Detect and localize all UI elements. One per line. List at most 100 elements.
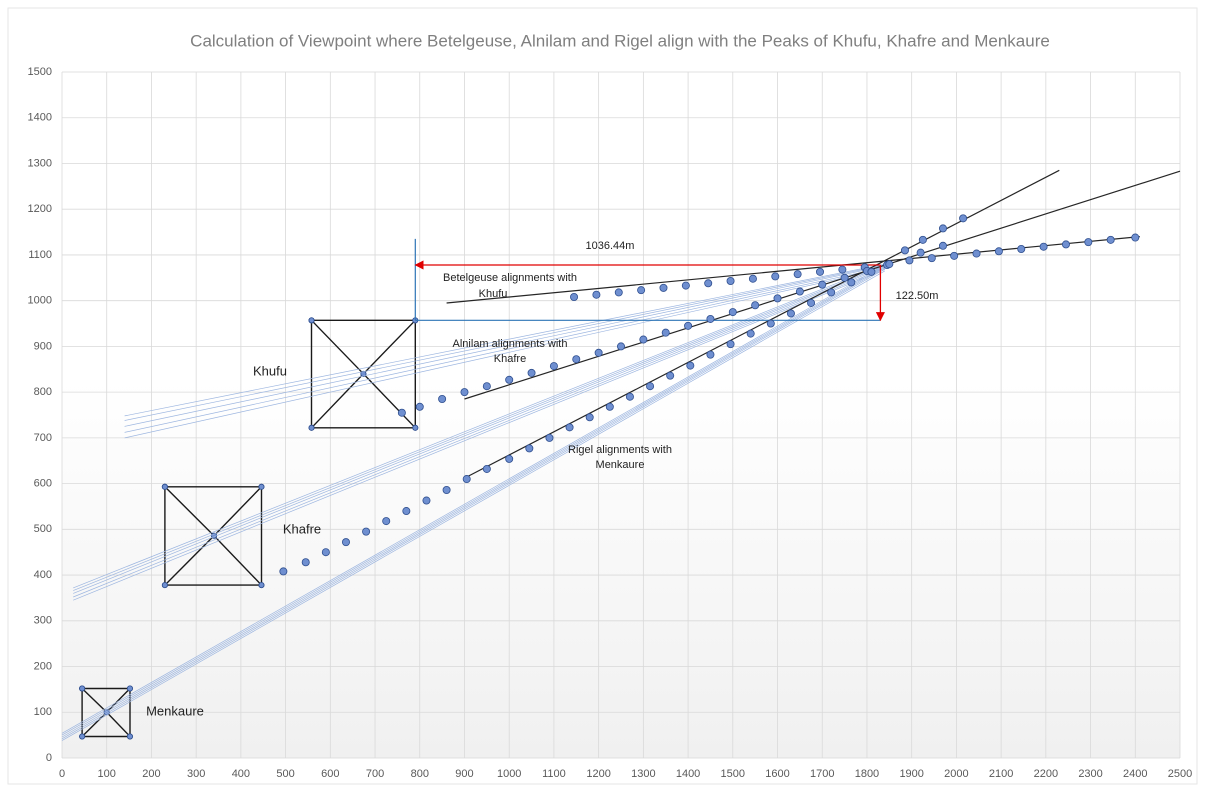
- point: [918, 235, 927, 244]
- point: [545, 433, 554, 442]
- point: [900, 246, 909, 255]
- x-tick-label: 700: [366, 768, 384, 780]
- point: [1061, 240, 1070, 249]
- point: [950, 251, 959, 260]
- point: [126, 733, 133, 740]
- point: [681, 281, 690, 290]
- point: [637, 286, 646, 295]
- point: [321, 548, 330, 557]
- x-tick-label: 1100: [542, 768, 566, 780]
- point: [161, 483, 168, 490]
- point: [482, 464, 491, 473]
- x-tick-label: 1800: [855, 768, 879, 780]
- point: [938, 241, 947, 250]
- point: [258, 483, 265, 490]
- point: [397, 408, 406, 417]
- y-tick-label: 600: [34, 478, 52, 490]
- x-tick-label: 600: [321, 768, 339, 780]
- point: [972, 249, 981, 258]
- point: [505, 375, 514, 384]
- point: [1039, 242, 1048, 251]
- point: [684, 321, 693, 330]
- point: [549, 362, 558, 371]
- point: [661, 328, 670, 337]
- pyramid-label: Menkaure: [146, 703, 204, 718]
- series-line: [124, 263, 885, 439]
- point: [301, 558, 310, 567]
- point: [594, 348, 603, 357]
- point: [786, 309, 795, 318]
- point: [726, 340, 735, 349]
- point: [79, 685, 86, 692]
- x-tick-label: 400: [232, 768, 250, 780]
- x-tick-label: 1900: [899, 768, 923, 780]
- x-tick-label: 1200: [586, 768, 610, 780]
- y-tick-label: 400: [34, 569, 52, 581]
- y-tick-label: 1500: [28, 66, 52, 78]
- series-line: [414, 238, 881, 321]
- point: [525, 444, 534, 453]
- x-tick-label: 2200: [1034, 768, 1058, 780]
- point: [726, 277, 735, 286]
- y-tick-label: 1200: [28, 203, 52, 215]
- point: [126, 685, 133, 692]
- x-tick-label: 1000: [497, 768, 521, 780]
- point: [279, 567, 288, 576]
- x-tick-label: 1700: [810, 768, 834, 780]
- point: [415, 402, 424, 411]
- x-tick-label: 2500: [1168, 768, 1192, 780]
- annotation: Menkaure: [596, 459, 645, 471]
- point: [704, 279, 713, 288]
- y-tick-label: 1300: [28, 157, 52, 169]
- point: [795, 287, 804, 296]
- x-tick-label: 1400: [676, 768, 700, 780]
- point: [617, 342, 626, 351]
- y-tick-label: 1100: [28, 249, 52, 261]
- point: [402, 507, 411, 516]
- annotation: Khafre: [494, 353, 526, 365]
- point: [751, 301, 760, 310]
- point: [639, 335, 648, 344]
- y-tick-label: 1000: [28, 295, 52, 307]
- x-tick-label: 0: [59, 768, 65, 780]
- point: [927, 254, 936, 263]
- frame: [7, 7, 1198, 785]
- point: [308, 424, 315, 431]
- point: [442, 486, 451, 495]
- y-tick-label: 0: [46, 752, 52, 764]
- point: [1131, 233, 1140, 242]
- y-tick-label: 1400: [28, 112, 52, 124]
- point: [746, 329, 755, 338]
- y-tick-label: 200: [34, 660, 52, 672]
- point: [916, 248, 925, 257]
- point: [766, 319, 775, 328]
- x-tick-label: 2000: [944, 768, 968, 780]
- point: [462, 475, 471, 484]
- point: [592, 290, 601, 299]
- point: [994, 247, 1003, 256]
- point: [161, 582, 168, 589]
- annotation: 122.50m: [896, 290, 939, 302]
- y-tick-label: 700: [34, 432, 52, 444]
- point: [838, 265, 847, 274]
- x-tick-label: 1600: [765, 768, 789, 780]
- point: [614, 288, 623, 297]
- point: [341, 538, 350, 547]
- x-tick-label: 200: [142, 768, 160, 780]
- annotation: Betelgeuse alignments with: [443, 272, 577, 284]
- point: [885, 260, 894, 269]
- x-tick-label: 2300: [1078, 768, 1102, 780]
- point: [686, 361, 695, 370]
- chart-title: Calculation of Viewpoint where Betelgeus…: [190, 31, 1050, 50]
- series-line: [73, 263, 885, 601]
- pyramid-label: Khufu: [253, 363, 287, 378]
- y-tick-label: 100: [34, 706, 52, 718]
- point: [1084, 238, 1093, 247]
- point: [773, 294, 782, 303]
- point: [605, 402, 614, 411]
- x-tick-label: 900: [455, 768, 473, 780]
- point: [728, 308, 737, 317]
- annotation: Khufu: [479, 288, 508, 300]
- point: [938, 224, 947, 233]
- point: [79, 733, 86, 740]
